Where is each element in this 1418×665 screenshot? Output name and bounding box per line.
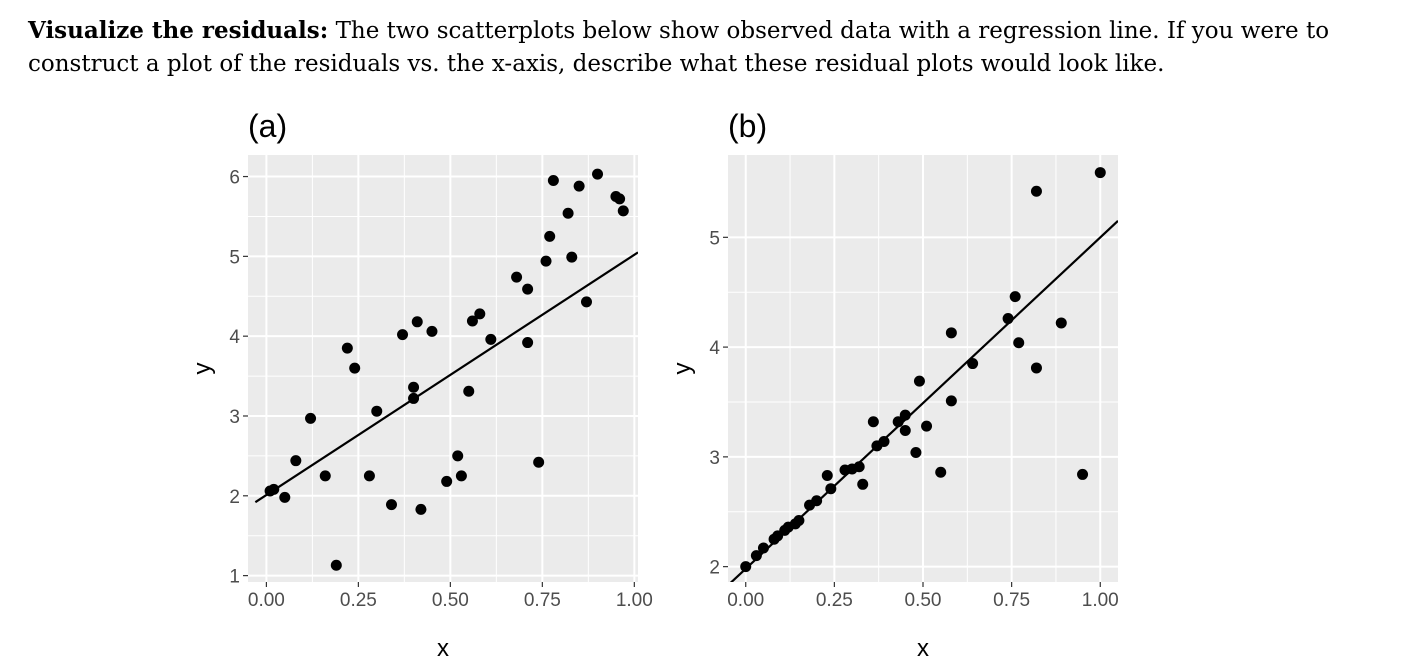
data-point — [452, 450, 464, 462]
data-point — [540, 255, 552, 267]
data-point — [899, 425, 911, 437]
data-point — [341, 342, 353, 354]
data-point — [1009, 291, 1021, 303]
scatterplot-a: 0.00 0.25 0.50 0.75 1.00 1 2 3 4 5 6 (a) x y — [180, 95, 660, 665]
data-point — [415, 503, 427, 515]
data-point — [349, 362, 361, 374]
chart-title: (a) — [248, 108, 287, 144]
y-axis-label: y — [189, 363, 216, 375]
data-point — [466, 315, 478, 327]
data-point — [330, 559, 342, 571]
data-point — [910, 446, 922, 458]
data-point — [592, 168, 604, 180]
y-tick-label: 4 — [709, 338, 720, 359]
y-axis-label: y — [669, 363, 696, 375]
data-point — [1094, 167, 1106, 179]
data-point — [821, 470, 833, 482]
question-prompt: Visualize the residuals: The two scatter… — [28, 14, 1398, 81]
data-point — [547, 175, 559, 187]
x-tick-label: 1.00 — [616, 590, 653, 611]
data-point — [566, 251, 578, 263]
data-point — [614, 193, 626, 205]
x-tick-label: 0.00 — [727, 590, 764, 611]
data-point — [867, 416, 879, 428]
data-point — [945, 395, 957, 407]
x-axis-label: x — [917, 635, 929, 660]
data-point — [740, 561, 752, 573]
x-tick-label: 1.00 — [1082, 590, 1119, 611]
x-tick-label: 0.75 — [524, 590, 561, 611]
data-point — [408, 381, 420, 393]
question-body: The two scatterplots below show observed… — [28, 18, 1330, 77]
scatterplot-b: 0.00 0.25 0.50 0.75 1.00 2 3 4 5 (b) x y — [665, 95, 1145, 665]
x-axis-label: x — [437, 635, 449, 660]
y-tick-label: 6 — [229, 168, 240, 189]
question-heading: Visualize the residuals: — [28, 17, 329, 44]
plot-panel — [248, 155, 638, 582]
data-point — [544, 230, 556, 242]
data-point — [522, 337, 534, 349]
regression-line — [729, 220, 1118, 582]
data-point — [511, 271, 523, 283]
data-point — [913, 375, 925, 387]
data-point — [522, 283, 534, 295]
x-tick-label: 0.75 — [993, 590, 1030, 611]
data-point — [935, 466, 947, 478]
data-point — [573, 180, 585, 192]
x-tick-label: 0.25 — [340, 590, 377, 611]
regression-line — [254, 251, 638, 504]
data-point — [397, 329, 409, 341]
chart-title: (b) — [728, 108, 767, 144]
data-point — [363, 470, 375, 482]
data-point — [474, 308, 486, 320]
data-point — [580, 296, 592, 308]
y-tick-label: 4 — [229, 327, 240, 348]
y-tick-label: 5 — [229, 247, 240, 268]
data-point — [1030, 185, 1042, 197]
chart-svg: 0.00 0.25 0.50 0.75 1.00 1 2 3 4 5 6 (a) x y — [189, 108, 653, 662]
data-point — [811, 495, 823, 507]
y-tick-label: 2 — [709, 558, 720, 579]
data-point — [617, 205, 629, 217]
data-point — [1013, 337, 1025, 349]
y-tick-label: 3 — [229, 407, 240, 428]
data-point — [426, 325, 438, 337]
data-point — [411, 316, 423, 328]
y-tick-label: 1 — [229, 567, 240, 588]
data-point — [441, 475, 453, 487]
data-point — [463, 385, 475, 397]
data-point — [279, 491, 291, 503]
x-tick-label: 0.50 — [905, 590, 942, 611]
data-point — [921, 420, 933, 432]
data-point — [562, 207, 574, 219]
chart-svg: 0.00 0.25 0.50 0.75 1.00 2 3 4 5 (b) x y — [669, 108, 1119, 662]
x-tick-label: 0.00 — [248, 590, 285, 611]
x-tick-label: 0.25 — [816, 590, 853, 611]
data-point — [533, 456, 545, 468]
data-point — [945, 327, 957, 339]
data-point — [878, 435, 890, 447]
data-point — [290, 455, 302, 467]
y-tick-label: 2 — [229, 487, 240, 508]
data-point — [750, 550, 762, 562]
x-tick-label: 0.50 — [432, 590, 469, 611]
data-point — [305, 412, 317, 424]
data-point — [385, 499, 397, 511]
data-point — [485, 333, 497, 345]
data-point — [371, 405, 383, 417]
data-point — [857, 478, 869, 490]
data-point — [319, 470, 331, 482]
data-point — [1077, 468, 1089, 480]
y-tick-label: 3 — [709, 448, 720, 469]
data-point — [1055, 317, 1067, 329]
data-point — [455, 470, 467, 482]
data-point — [1030, 362, 1042, 374]
data-point — [967, 358, 979, 370]
y-tick-label: 5 — [709, 228, 720, 249]
